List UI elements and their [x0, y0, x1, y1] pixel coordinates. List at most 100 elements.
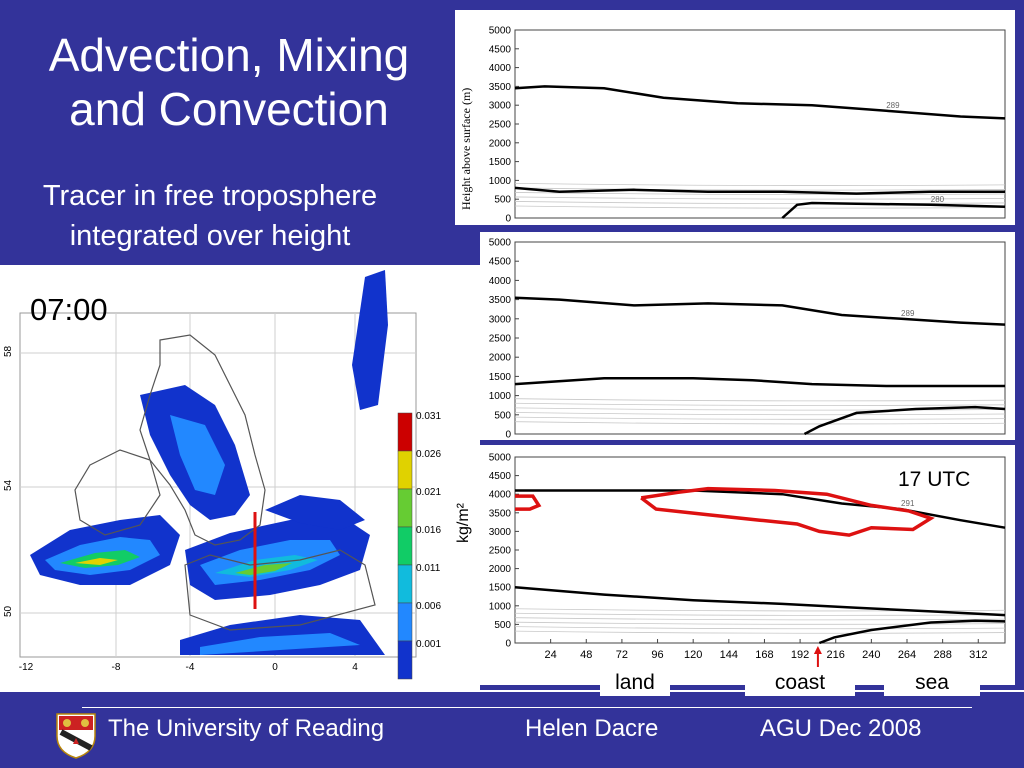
y-tick-label: 0 — [505, 214, 511, 225]
colorbar-segment — [397, 412, 413, 452]
y-tick-label: 3000 — [489, 527, 512, 538]
highlight-contour — [515, 494, 542, 511]
isentrope-line — [514, 585, 1006, 617]
slide-title: Advection, Mixing and Convection — [10, 28, 448, 136]
sea-label: sea — [884, 670, 980, 696]
x-tick-label: 168 — [755, 649, 773, 661]
y-tick-label: 5000 — [489, 238, 512, 249]
y-tick-label: 2000 — [489, 564, 512, 575]
plot-area — [514, 29, 1006, 219]
y-tick-label: 500 — [494, 410, 511, 421]
y-tick-label: 1000 — [489, 176, 512, 187]
colorbar: 0.031 0.026 0.021 0.016 0.011 0.006 0.001 — [397, 411, 441, 680]
colorbar-segment — [397, 640, 413, 680]
contour-line — [514, 183, 1006, 186]
cross-section-panel-2: 5000 4500 4000 3500 3000 2500 2000 1500 1000 500 0… — [480, 232, 1015, 441]
x-tick-label: 72 — [616, 649, 628, 661]
y-tick-label: 4000 — [489, 63, 512, 74]
cross-section-3-svg: 5000450040003500300025002000150010005000… — [489, 453, 1006, 667]
y-tick-label: 4500 — [489, 471, 512, 482]
subtitle-line-2: integrated over height — [69, 220, 351, 252]
y-tick-label: 1500 — [489, 583, 512, 594]
x-tick-label: 96 — [651, 649, 663, 661]
land-label: land — [600, 670, 670, 696]
highlight-contour — [640, 486, 935, 537]
tracer-map: 0.031 0.026 0.021 0.016 0.011 0.006 0.001 58 5… — [0, 265, 480, 690]
coastlines — [74, 334, 376, 631]
colorbar-label: 0.031 — [416, 411, 441, 422]
colorbar-segment — [397, 526, 413, 566]
lon-tick: 0 — [272, 662, 278, 673]
y-tick-label: 1000 — [489, 391, 512, 402]
footer-rule — [82, 707, 972, 708]
x-tick-label: 216 — [827, 649, 845, 661]
lon-tick: -4 — [186, 662, 195, 673]
y-tick-label: 2500 — [489, 120, 512, 131]
y-tick-label: 3500 — [489, 82, 512, 93]
title-line-1: Advection, Mixing — [48, 29, 410, 81]
isentrope-line — [514, 296, 1006, 326]
university-crest-icon — [55, 712, 97, 760]
cross-section-panel-1: 5000 4500 4000 3500 3000 2500 2000 1500 1000 500 0… — [455, 10, 1015, 225]
units-label: kg/m² — [455, 502, 472, 543]
contour-line — [514, 416, 1006, 420]
contour-line — [514, 617, 1006, 621]
cross-section-1-svg: 5000450040003500300025002000150010005000… — [489, 26, 1006, 225]
y-tick-label: 0 — [505, 430, 511, 441]
cross-section-panel-3: 5000 4500 4000 3500 3000 2500 2000 1500 1000 500 0… — [480, 445, 1015, 685]
isentrope-line — [818, 619, 1006, 645]
contour-line — [514, 612, 1006, 616]
isentrope-line — [514, 85, 1006, 120]
x-tick-label: 24 — [545, 649, 557, 661]
series-label: 291 — [901, 499, 915, 508]
y-tick-label: 2000 — [489, 353, 512, 364]
y-tick-label: 2000 — [489, 138, 512, 149]
colorbar-label: 0.011 — [416, 563, 441, 574]
colorbar-label: 0.026 — [416, 449, 441, 460]
footer-author: Helen Dacre — [525, 715, 659, 742]
y-tick-label: 0 — [505, 639, 511, 650]
footer-divider — [0, 690, 1024, 692]
y-tick-label: 2500 — [489, 334, 512, 345]
contour-line — [514, 205, 1006, 209]
contour-line — [514, 192, 1006, 196]
tracer-field — [30, 270, 388, 655]
lat-tick: 54 — [3, 479, 14, 491]
contour-line — [514, 421, 1006, 425]
y-tick-label: 3500 — [489, 295, 512, 306]
y-tick-label: 500 — [494, 620, 511, 631]
y-tick-label: 4500 — [489, 257, 512, 268]
isentrope-line — [803, 405, 1006, 436]
y-tick-label: 4000 — [489, 490, 512, 501]
x-tick-label: 240 — [862, 649, 880, 661]
y-tick-label: 5000 — [489, 453, 512, 464]
x-tick-label: 264 — [898, 649, 916, 661]
colorbar-label: 0.001 — [416, 639, 441, 650]
cross-section-2-svg: 5000450040003500300025002000150010005000… — [489, 238, 1006, 441]
colorbar-segment — [397, 602, 413, 642]
lon-tick: -8 — [112, 662, 121, 673]
y-tick-label: 5000 — [489, 26, 512, 37]
series-label: 289 — [886, 101, 900, 110]
y-tick-label: 4000 — [489, 276, 512, 287]
title-line-2: and Convection — [69, 83, 389, 135]
plot-area — [514, 241, 1006, 435]
coast-arrow-head — [813, 646, 822, 654]
lat-tick: 58 — [3, 345, 14, 357]
y-tick-label: 4500 — [489, 44, 512, 55]
colorbar-segment — [397, 564, 413, 604]
colorbar-label: 0.006 — [416, 601, 441, 612]
isentrope-line — [781, 201, 1006, 219]
y-tick-label: 1500 — [489, 157, 512, 168]
y-axis-label: Height above surface (m) — [459, 88, 473, 210]
y-tick-label: 1000 — [489, 601, 512, 612]
colorbar-label: 0.021 — [416, 487, 441, 498]
y-axis-label-container: Height above surface (m) — [456, 30, 476, 210]
x-tick-label: 312 — [969, 649, 987, 661]
colorbar-segment — [397, 488, 413, 528]
footer-university: The University of Reading — [108, 715, 385, 742]
slide-subtitle: Tracer in free troposphere integrated ov… — [0, 176, 420, 256]
x-tick-label: 48 — [580, 649, 592, 661]
isentrope-line — [514, 186, 1005, 195]
x-tick-label: 192 — [791, 649, 809, 661]
